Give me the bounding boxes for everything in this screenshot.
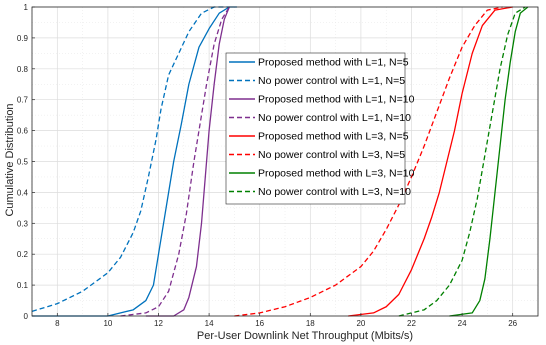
series-lines (31, 6, 529, 317)
legend-label: Proposed method with L=3, N=10 (258, 168, 415, 180)
y-tick-label: 0.4 (17, 188, 29, 197)
y-tick-label: 1 (24, 3, 29, 12)
legend-label: Proposed method with L=1, N=5 (258, 57, 409, 69)
x-tick-label: 22 (407, 319, 416, 328)
series-line-4 (120, 6, 230, 317)
y-tick-label: 0.7 (17, 96, 29, 105)
x-tick-label: 26 (508, 319, 517, 328)
y-axis-label: Cumulative Distribution (4, 103, 16, 216)
x-tick-label: 18 (306, 319, 315, 328)
series-line-2 (31, 6, 230, 312)
y-tick-label: 0.2 (17, 250, 29, 259)
series-line-8 (398, 6, 526, 317)
legend-label: Proposed method with L=1, N=10 (258, 94, 415, 106)
legend: Proposed method with L=1, N=5 No power co… (225, 52, 415, 205)
x-tick-label: 16 (255, 319, 264, 328)
x-tick-label: 8 (55, 319, 60, 328)
x-tick-label: 10 (103, 319, 112, 328)
y-tick-label: 0.9 (17, 34, 29, 43)
y-tick-label: 0.5 (17, 158, 29, 167)
legend-label: No power control with L=3, N=5 (258, 149, 405, 161)
x-tick-label: 20 (356, 319, 365, 328)
series-line-1 (32, 6, 237, 317)
y-tick-label: 0.3 (17, 219, 29, 228)
x-tick-label: 24 (458, 319, 467, 328)
legend-label: No power control with L=1, N=5 (258, 75, 405, 87)
series-line-6 (234, 6, 503, 317)
tick-labels: 8 10 12 14 16 18 20 22 24 26 0 0.1 0.2 0.3 0.4 0.5 0.6 0.… (17, 3, 518, 328)
x-tick-label: 12 (154, 319, 163, 328)
y-tick-label: 0.8 (17, 65, 29, 74)
x-axis-label: Per-User Downlink Net Throughput (Mbits/… (197, 330, 413, 342)
series-line-5 (348, 6, 513, 317)
legend-label: Proposed method with L=3, N=5 (258, 131, 409, 143)
legend-box (225, 52, 406, 205)
y-tick-label: 0.6 (17, 127, 29, 136)
legend-label: No power control with L=1, N=10 (258, 112, 411, 124)
series-line-3 (145, 6, 230, 317)
legend-label: No power control with L=3, N=10 (258, 186, 411, 198)
x-tick-label: 14 (205, 319, 214, 328)
series-line-7 (449, 6, 529, 317)
y-tick-label: 0 (24, 312, 29, 321)
y-tick-label: 0.1 (17, 281, 29, 290)
